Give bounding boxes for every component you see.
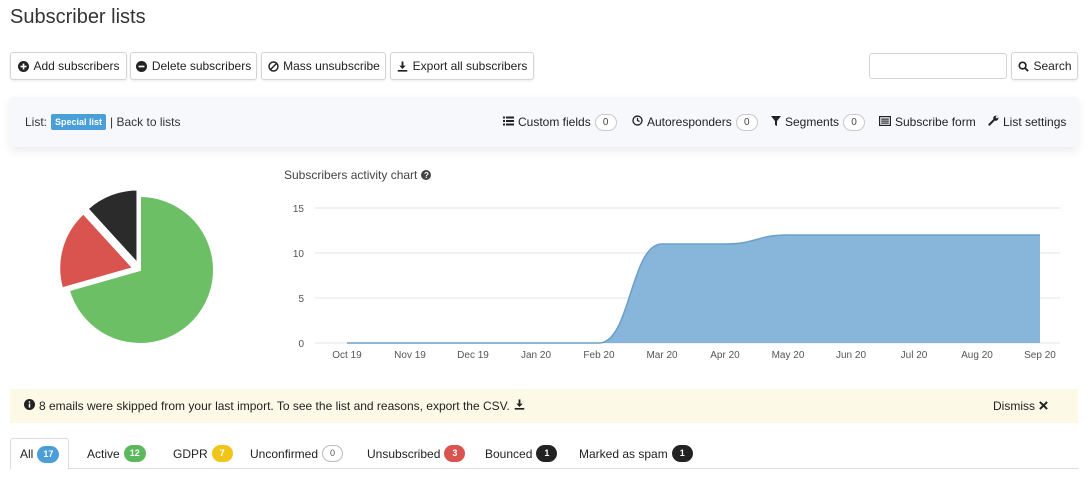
add-subscribers-button[interactable]: Add subscribers bbox=[10, 52, 127, 80]
x-tick-label: Jun 20 bbox=[836, 350, 866, 361]
search-input[interactable] bbox=[869, 53, 1007, 79]
y-tick-label: 10 bbox=[293, 249, 305, 260]
custom-fields-count: 0 bbox=[594, 113, 617, 131]
export-csv-download-icon[interactable] bbox=[514, 399, 525, 413]
custom-fields-link[interactable]: Custom fields 0 bbox=[503, 97, 617, 147]
dismiss-button[interactable]: Dismiss bbox=[993, 389, 1048, 423]
tab-all-count: 17 bbox=[37, 445, 60, 463]
tab-bounced[interactable]: Bounced 1 bbox=[485, 438, 558, 469]
list-name-badge: Special list bbox=[51, 114, 107, 130]
autoresponders-link[interactable]: Autoresponders 0 bbox=[632, 97, 758, 147]
list-navigation-bar: List: Special list | Back to lists Custo… bbox=[10, 97, 1078, 147]
dismiss-label: Dismiss bbox=[993, 399, 1035, 413]
tab-marked-as-spam-count: 1 bbox=[671, 445, 693, 462]
tab-marked-as-spam-label: Marked as spam bbox=[579, 446, 668, 461]
tab-bounced-count: 1 bbox=[536, 445, 558, 462]
x-tick-label: May 20 bbox=[772, 350, 805, 361]
x-tick-label: Feb 20 bbox=[583, 350, 615, 361]
info-icon bbox=[24, 399, 35, 413]
tab-marked-as-spam[interactable]: Marked as spam 1 bbox=[579, 438, 693, 469]
x-tick-label: Aug 20 bbox=[961, 350, 993, 361]
segments-count: 0 bbox=[843, 113, 866, 131]
export-subscribers-label: Export all subscribers bbox=[412, 59, 528, 73]
autoresponders-count: 0 bbox=[735, 113, 758, 131]
list-label: List: bbox=[25, 115, 48, 129]
alert-text: 8 emails were skipped from your last imp… bbox=[39, 399, 510, 413]
add-subscribers-label: Add subscribers bbox=[33, 59, 120, 73]
tab-unsubscribed-count: 3 bbox=[444, 445, 466, 462]
activity-chart-title: Subscribers activity chart ? bbox=[284, 168, 432, 182]
segments-link[interactable]: Segments 0 bbox=[771, 97, 866, 147]
tab-unsubscribed-label: Unsubscribed bbox=[367, 446, 441, 461]
export-subscribers-button[interactable]: Export all subscribers bbox=[390, 52, 534, 80]
autoresponders-label: Autoresponders bbox=[647, 115, 732, 129]
x-tick-label: Jul 20 bbox=[901, 350, 928, 361]
pie-slice-bounced bbox=[86, 188, 139, 267]
activity-line bbox=[347, 234, 1040, 344]
tab-active[interactable]: Active 12 bbox=[87, 438, 146, 469]
x-tick-label: Apr 20 bbox=[710, 350, 740, 361]
custom-fields-label: Custom fields bbox=[518, 115, 591, 129]
y-tick-label: 0 bbox=[298, 339, 304, 350]
ban-icon bbox=[267, 60, 279, 72]
minus-circle-icon bbox=[136, 60, 148, 72]
filter-icon bbox=[771, 115, 781, 129]
y-tick-label: 15 bbox=[293, 204, 305, 215]
activity-area bbox=[347, 235, 1040, 343]
close-icon bbox=[1039, 399, 1048, 413]
tab-all[interactable]: All 17 bbox=[10, 438, 70, 470]
tab-unconfirmed[interactable]: Unconfirmed 0 bbox=[250, 438, 344, 469]
clock-icon bbox=[632, 115, 643, 129]
mass-unsubscribe-button[interactable]: Mass unsubscribe bbox=[261, 52, 386, 80]
subscribe-form-label: Subscribe form bbox=[895, 115, 976, 129]
subscriber-status-tabs: All 17 Active 12 GDPR 7 Unconfirmed 0 Un… bbox=[10, 438, 1078, 470]
search-icon bbox=[1017, 60, 1029, 72]
y-tick-label: 5 bbox=[298, 294, 304, 305]
plus-circle-icon bbox=[17, 60, 29, 72]
tab-unsubscribed[interactable]: Unsubscribed 3 bbox=[367, 438, 466, 469]
x-tick-label: Sep 20 bbox=[1024, 350, 1056, 361]
tab-unconfirmed-count: 0 bbox=[322, 445, 344, 462]
tab-gdpr[interactable]: GDPR 7 bbox=[173, 438, 233, 469]
delete-subscribers-button[interactable]: Delete subscribers bbox=[130, 52, 257, 80]
tab-gdpr-label: GDPR bbox=[173, 446, 208, 461]
wrench-icon bbox=[988, 115, 999, 129]
x-tick-label: Oct 19 bbox=[332, 350, 362, 361]
pie-slice-unsubscribed bbox=[58, 211, 136, 290]
subscribe-form-link[interactable]: Subscribe form bbox=[879, 97, 976, 147]
tab-gdpr-count: 7 bbox=[211, 445, 233, 462]
mass-unsubscribe-label: Mass unsubscribe bbox=[283, 59, 380, 73]
delete-subscribers-label: Delete subscribers bbox=[151, 59, 252, 73]
search-button[interactable]: Search bbox=[1011, 52, 1078, 80]
subscribers-activity-chart: 0 5 10 15 Oct 19 Nov 19 Dec 19 Jan 20 Feb 20 Mar … bbox=[293, 204, 1060, 361]
list-breadcrumb: List: Special list | Back to lists bbox=[25, 97, 181, 147]
x-tick-label: Nov 19 bbox=[394, 350, 426, 361]
segments-label: Segments bbox=[785, 115, 840, 129]
alert-message: 8 emails were skipped from your last imp… bbox=[24, 389, 525, 423]
list-icon bbox=[503, 115, 514, 129]
list-settings-link[interactable]: List settings bbox=[988, 97, 1066, 147]
x-tick-label: Jan 20 bbox=[521, 350, 551, 361]
back-to-lists-link[interactable]: | Back to lists bbox=[110, 115, 181, 129]
activity-chart-title-text: Subscribers activity chart bbox=[284, 168, 418, 182]
search-button-label: Search bbox=[1033, 59, 1072, 73]
x-tick-label: Mar 20 bbox=[646, 350, 678, 361]
tab-active-label: Active bbox=[87, 446, 120, 461]
pie-slice-active bbox=[67, 194, 215, 345]
tab-all-label: All bbox=[20, 447, 34, 461]
help-icon[interactable]: ? bbox=[421, 170, 432, 180]
list-settings-label: List settings bbox=[1003, 115, 1067, 129]
page-title: Subscriber lists bbox=[10, 6, 146, 28]
form-icon bbox=[879, 115, 892, 129]
download-icon bbox=[397, 60, 409, 72]
subscriber-status-pie-chart bbox=[58, 188, 215, 345]
tab-unconfirmed-label: Unconfirmed bbox=[250, 446, 319, 461]
import-warning-alert: 8 emails were skipped from your last imp… bbox=[10, 389, 1078, 423]
x-tick-label: Dec 19 bbox=[457, 350, 489, 361]
tab-bounced-label: Bounced bbox=[485, 446, 533, 461]
tab-active-count: 12 bbox=[123, 445, 146, 462]
